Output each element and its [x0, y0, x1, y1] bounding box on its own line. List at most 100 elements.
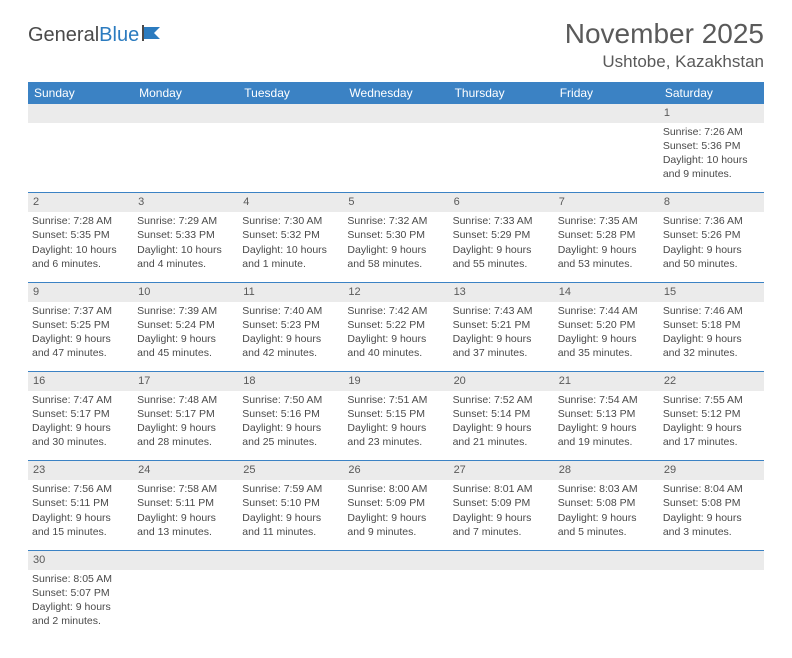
day-number: 26	[343, 461, 448, 480]
day-cell: Sunrise: 7:48 AMSunset: 5:17 PMDaylight:…	[133, 391, 238, 461]
day-number-row: 9101112131415	[28, 282, 764, 301]
sunrise-line: Sunrise: 8:00 AM	[347, 482, 444, 496]
day-cell	[238, 123, 343, 193]
day-number: 3	[133, 193, 238, 212]
day-cell: Sunrise: 7:37 AMSunset: 5:25 PMDaylight:…	[28, 302, 133, 372]
sunset-line: Sunset: 5:28 PM	[558, 228, 655, 242]
week-row: Sunrise: 8:05 AMSunset: 5:07 PMDaylight:…	[28, 570, 764, 640]
day2-line: and 30 minutes.	[32, 435, 129, 449]
day-details: Sunrise: 7:33 AMSunset: 5:29 PMDaylight:…	[453, 214, 550, 271]
sunset-line: Sunset: 5:35 PM	[32, 228, 129, 242]
sunrise-line: Sunrise: 8:04 AM	[663, 482, 760, 496]
sunrise-line: Sunrise: 7:33 AM	[453, 214, 550, 228]
sunrise-line: Sunrise: 7:55 AM	[663, 393, 760, 407]
day-details: Sunrise: 7:54 AMSunset: 5:13 PMDaylight:…	[558, 393, 655, 450]
day-number-row: 16171819202122	[28, 372, 764, 391]
day-cell: Sunrise: 8:04 AMSunset: 5:08 PMDaylight:…	[659, 480, 764, 550]
day-cell	[554, 123, 659, 193]
day-details: Sunrise: 7:42 AMSunset: 5:22 PMDaylight:…	[347, 304, 444, 361]
day-number: 13	[449, 282, 554, 301]
day-number: 10	[133, 282, 238, 301]
day-cell: Sunrise: 7:52 AMSunset: 5:14 PMDaylight:…	[449, 391, 554, 461]
day-number: 9	[28, 282, 133, 301]
day-cell	[133, 570, 238, 640]
day2-line: and 6 minutes.	[32, 257, 129, 271]
calendar-table: Sunday Monday Tuesday Wednesday Thursday…	[28, 82, 764, 640]
day-number: 27	[449, 461, 554, 480]
day-cell	[343, 123, 448, 193]
day-details: Sunrise: 7:26 AMSunset: 5:36 PMDaylight:…	[663, 125, 760, 182]
day-number: 11	[238, 282, 343, 301]
sunset-line: Sunset: 5:20 PM	[558, 318, 655, 332]
day-number: 16	[28, 372, 133, 391]
day-cell	[133, 123, 238, 193]
sunset-line: Sunset: 5:25 PM	[32, 318, 129, 332]
day-number-row: 2345678	[28, 193, 764, 212]
day-number-row: 30	[28, 550, 764, 569]
sunset-line: Sunset: 5:36 PM	[663, 139, 760, 153]
day-number: 14	[554, 282, 659, 301]
day-details: Sunrise: 7:47 AMSunset: 5:17 PMDaylight:…	[32, 393, 129, 450]
sunset-line: Sunset: 5:22 PM	[347, 318, 444, 332]
day1-line: Daylight: 9 hours	[137, 332, 234, 346]
day2-line: and 35 minutes.	[558, 346, 655, 360]
day-cell: Sunrise: 8:03 AMSunset: 5:08 PMDaylight:…	[554, 480, 659, 550]
day2-line: and 1 minute.	[242, 257, 339, 271]
sunset-line: Sunset: 5:08 PM	[558, 496, 655, 510]
day1-line: Daylight: 9 hours	[453, 511, 550, 525]
sunrise-line: Sunrise: 7:46 AM	[663, 304, 760, 318]
day2-line: and 11 minutes.	[242, 525, 339, 539]
day2-line: and 9 minutes.	[347, 525, 444, 539]
day-cell: Sunrise: 7:54 AMSunset: 5:13 PMDaylight:…	[554, 391, 659, 461]
day1-line: Daylight: 9 hours	[32, 421, 129, 435]
day-number	[238, 104, 343, 123]
sunrise-line: Sunrise: 7:56 AM	[32, 482, 129, 496]
day-number	[133, 104, 238, 123]
sunset-line: Sunset: 5:18 PM	[663, 318, 760, 332]
day-number	[554, 104, 659, 123]
day1-line: Daylight: 9 hours	[347, 332, 444, 346]
day-cell: Sunrise: 7:55 AMSunset: 5:12 PMDaylight:…	[659, 391, 764, 461]
sunset-line: Sunset: 5:26 PM	[663, 228, 760, 242]
day2-line: and 45 minutes.	[137, 346, 234, 360]
day-number-row: 23242526272829	[28, 461, 764, 480]
day-header: Tuesday	[238, 82, 343, 104]
sunset-line: Sunset: 5:11 PM	[137, 496, 234, 510]
day2-line: and 15 minutes.	[32, 525, 129, 539]
day-details: Sunrise: 7:29 AMSunset: 5:33 PMDaylight:…	[137, 214, 234, 271]
sunrise-line: Sunrise: 7:52 AM	[453, 393, 550, 407]
day-details: Sunrise: 7:43 AMSunset: 5:21 PMDaylight:…	[453, 304, 550, 361]
day-cell	[554, 570, 659, 640]
day1-line: Daylight: 9 hours	[558, 511, 655, 525]
sunrise-line: Sunrise: 7:37 AM	[32, 304, 129, 318]
day-number-row: 1	[28, 104, 764, 123]
sunset-line: Sunset: 5:15 PM	[347, 407, 444, 421]
day-details: Sunrise: 7:59 AMSunset: 5:10 PMDaylight:…	[242, 482, 339, 539]
day-number: 19	[343, 372, 448, 391]
day-number	[554, 550, 659, 569]
day2-line: and 19 minutes.	[558, 435, 655, 449]
day-details: Sunrise: 7:44 AMSunset: 5:20 PMDaylight:…	[558, 304, 655, 361]
sunrise-line: Sunrise: 7:58 AM	[137, 482, 234, 496]
day-details: Sunrise: 8:01 AMSunset: 5:09 PMDaylight:…	[453, 482, 550, 539]
day-number: 12	[343, 282, 448, 301]
day-details: Sunrise: 7:58 AMSunset: 5:11 PMDaylight:…	[137, 482, 234, 539]
day-header: Monday	[133, 82, 238, 104]
sunrise-line: Sunrise: 7:26 AM	[663, 125, 760, 139]
sunrise-line: Sunrise: 7:28 AM	[32, 214, 129, 228]
day-cell: Sunrise: 7:35 AMSunset: 5:28 PMDaylight:…	[554, 212, 659, 282]
logo: GeneralBlue	[28, 24, 164, 47]
day1-line: Daylight: 9 hours	[663, 332, 760, 346]
day1-line: Daylight: 9 hours	[453, 421, 550, 435]
week-row: Sunrise: 7:37 AMSunset: 5:25 PM Daylight:…	[28, 302, 764, 372]
flag-icon	[142, 24, 164, 47]
day-number: 29	[659, 461, 764, 480]
day1-line: Daylight: 9 hours	[663, 243, 760, 257]
day2-line: and 32 minutes.	[663, 346, 760, 360]
day1-line: Daylight: 9 hours	[32, 511, 129, 525]
day-number	[659, 550, 764, 569]
day-cell: Sunrise: 7:26 AMSunset: 5:36 PMDaylight:…	[659, 123, 764, 193]
day1-line: Daylight: 9 hours	[242, 511, 339, 525]
day-cell: Sunrise: 7:51 AMSunset: 5:15 PMDaylight:…	[343, 391, 448, 461]
day-header: Thursday	[449, 82, 554, 104]
